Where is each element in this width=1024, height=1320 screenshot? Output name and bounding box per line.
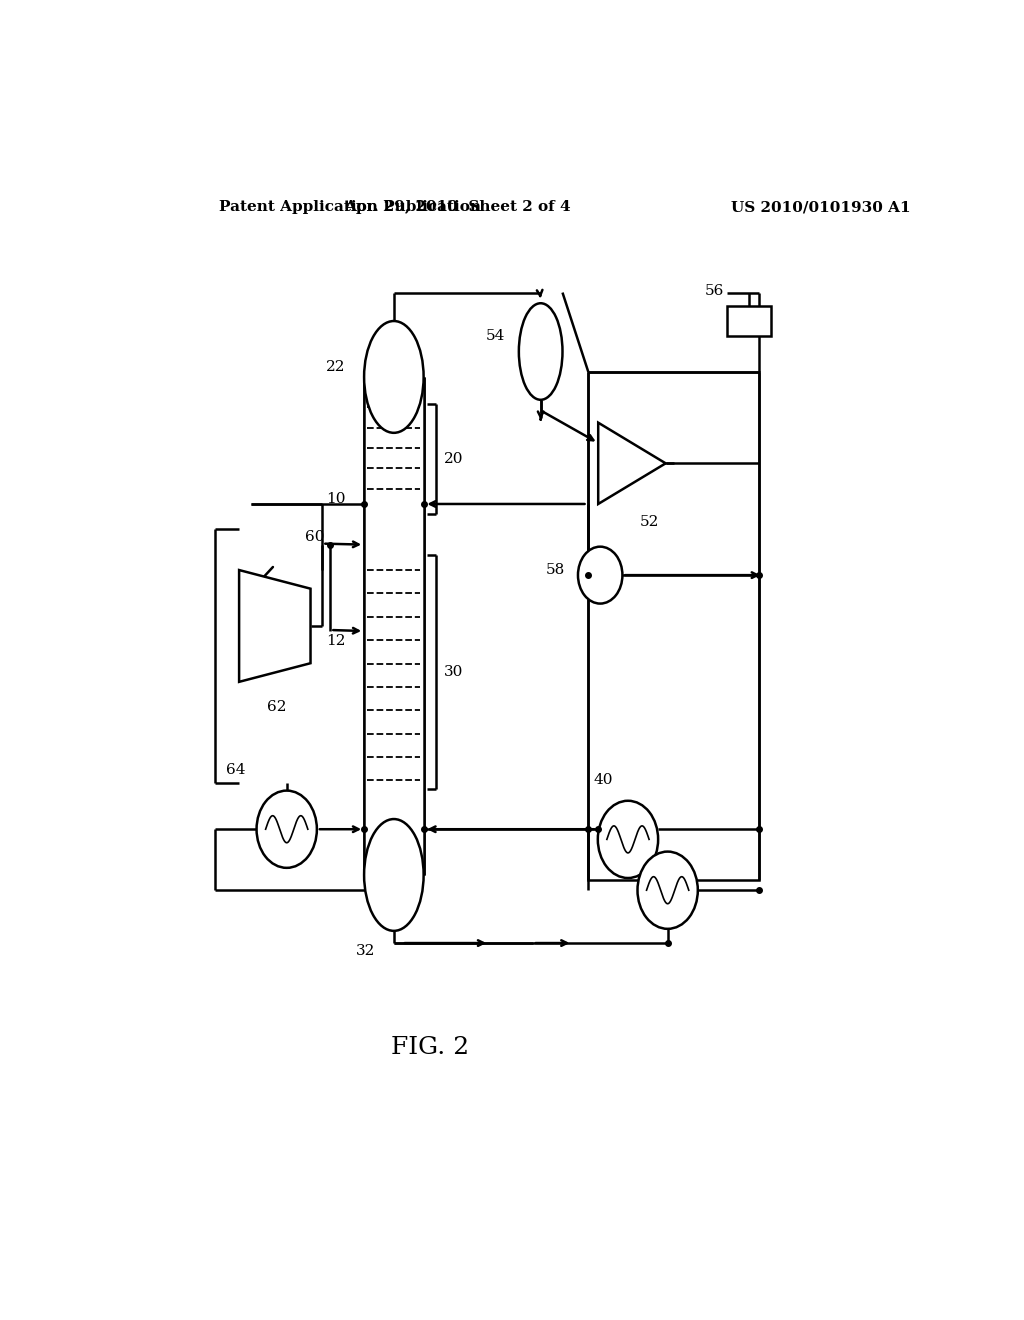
- Text: 60: 60: [304, 529, 324, 544]
- Text: 56: 56: [705, 284, 724, 297]
- Text: 40: 40: [594, 774, 613, 788]
- Text: 62: 62: [267, 700, 287, 714]
- Text: 42: 42: [634, 824, 653, 838]
- Text: 52: 52: [640, 515, 659, 529]
- Text: 22: 22: [326, 360, 345, 374]
- Bar: [727, 306, 771, 337]
- Text: Patent Application Publication: Patent Application Publication: [219, 201, 481, 214]
- Circle shape: [257, 791, 316, 867]
- Polygon shape: [598, 422, 666, 504]
- Ellipse shape: [519, 304, 562, 400]
- Ellipse shape: [365, 818, 424, 931]
- Bar: [365, 378, 424, 875]
- Text: US 2010/0101930 A1: US 2010/0101930 A1: [731, 201, 910, 214]
- Text: 10: 10: [326, 492, 345, 506]
- Text: 32: 32: [356, 944, 376, 958]
- Text: Apr. 29, 2010  Sheet 2 of 4: Apr. 29, 2010 Sheet 2 of 4: [344, 201, 570, 214]
- Text: 58: 58: [546, 564, 565, 577]
- Text: 30: 30: [443, 665, 463, 678]
- Text: 54: 54: [485, 329, 505, 343]
- Bar: [588, 372, 759, 880]
- Circle shape: [578, 546, 623, 603]
- Polygon shape: [240, 570, 310, 682]
- Text: 20: 20: [443, 453, 463, 466]
- Text: FIG. 2: FIG. 2: [390, 1036, 469, 1059]
- Ellipse shape: [365, 321, 424, 433]
- Text: 64: 64: [226, 763, 246, 777]
- Text: 12: 12: [326, 634, 345, 648]
- Circle shape: [638, 851, 697, 929]
- Circle shape: [598, 801, 658, 878]
